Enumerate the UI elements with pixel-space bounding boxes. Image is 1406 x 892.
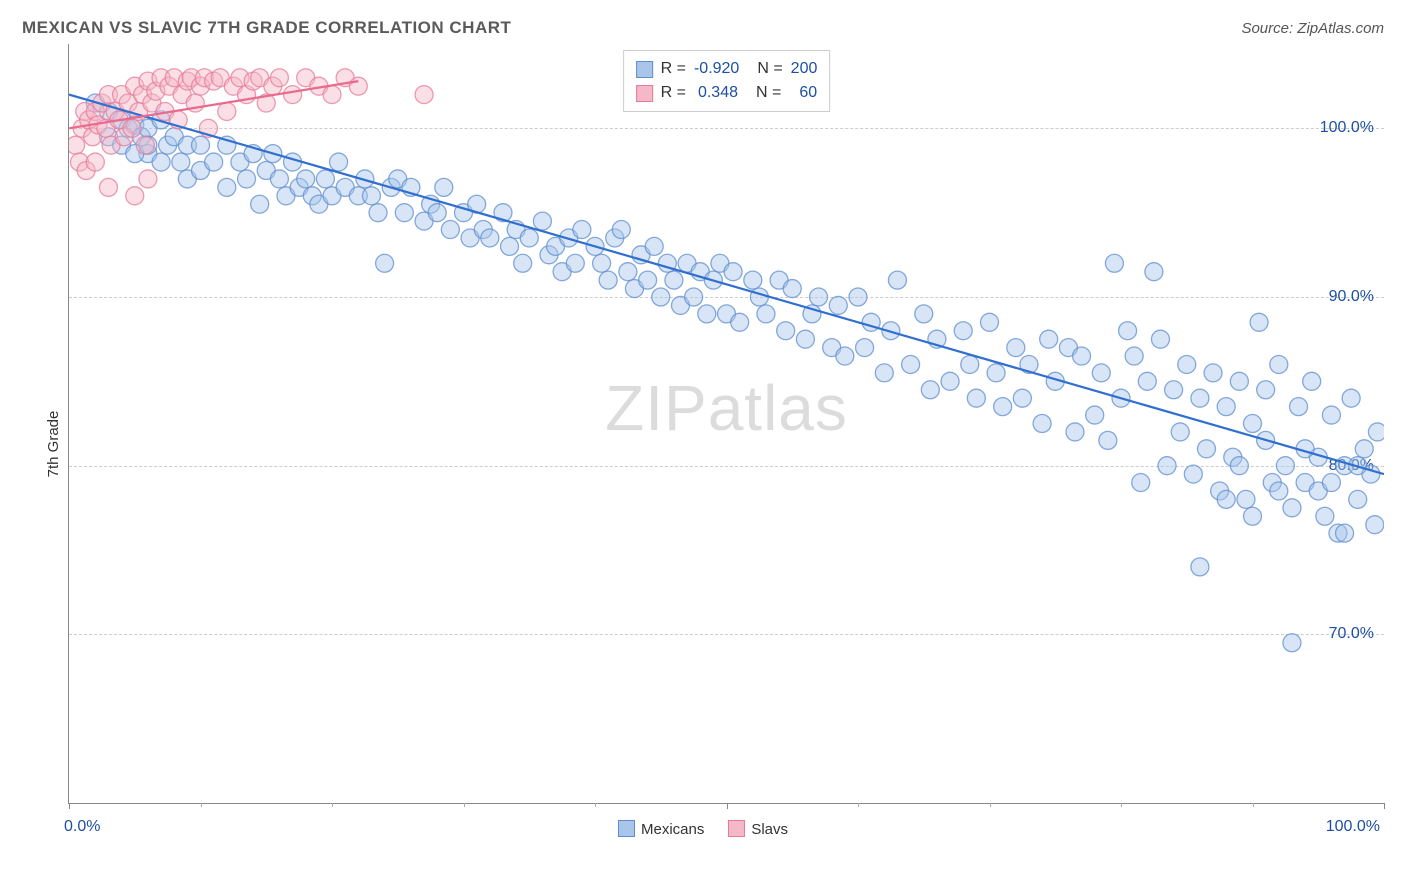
r-label: R =	[661, 57, 686, 81]
x-max-label: 100.0%	[1326, 818, 1380, 836]
stats-legend-box: R = -0.920 N = 200 R = 0.348 N = 60	[623, 50, 831, 112]
plot-svg	[69, 44, 1384, 803]
x-tick-minor	[595, 803, 596, 807]
plot-wrap: 7th Grade ZIPatlas R = -0.920 N = 200 R …	[22, 44, 1384, 844]
plot-area: ZIPatlas R = -0.920 N = 200 R = 0.348 N …	[68, 44, 1384, 804]
stats-row-mexicans: R = -0.920 N = 200	[636, 57, 818, 81]
x-tick-minor	[858, 803, 859, 807]
x-tick-minor	[990, 803, 991, 807]
n-label: N =	[757, 57, 782, 81]
legend-bottom: Mexicans Slavs	[618, 820, 788, 838]
r-label: R =	[661, 81, 686, 105]
header-row: MEXICAN VS SLAVIC 7TH GRADE CORRELATION …	[22, 18, 1384, 38]
x-tick-minor	[1121, 803, 1122, 807]
legend-label-mexicans: Mexicans	[641, 821, 704, 838]
y-axis-label: 7th Grade	[45, 411, 62, 478]
legend-swatch-mexicans	[618, 820, 635, 837]
legend-item-mexicans: Mexicans	[618, 820, 704, 838]
source-attribution: Source: ZipAtlas.com	[1241, 20, 1384, 37]
x-tick-minor	[1253, 803, 1254, 807]
legend-label-slavs: Slavs	[751, 821, 788, 838]
n-value-slavs: 60	[799, 81, 817, 105]
x-min-label: 0.0%	[64, 818, 100, 836]
n-label: N =	[756, 81, 781, 105]
x-tick-minor	[464, 803, 465, 807]
x-tick	[1384, 803, 1385, 809]
swatch-mexicans	[636, 61, 653, 78]
legend-swatch-slavs	[728, 820, 745, 837]
x-tick-minor	[201, 803, 202, 807]
chart-title: MEXICAN VS SLAVIC 7TH GRADE CORRELATION …	[22, 18, 511, 38]
x-tick	[69, 803, 70, 809]
r-value-mexicans: -0.920	[694, 57, 739, 81]
chart-container: MEXICAN VS SLAVIC 7TH GRADE CORRELATION …	[0, 0, 1406, 892]
x-tick	[727, 803, 728, 809]
stats-row-slavs: R = 0.348 N = 60	[636, 81, 818, 105]
r-value-slavs: 0.348	[698, 81, 738, 105]
legend-item-slavs: Slavs	[728, 820, 788, 838]
swatch-slavs	[636, 85, 653, 102]
x-tick-minor	[332, 803, 333, 807]
n-value-mexicans: 200	[791, 57, 818, 81]
